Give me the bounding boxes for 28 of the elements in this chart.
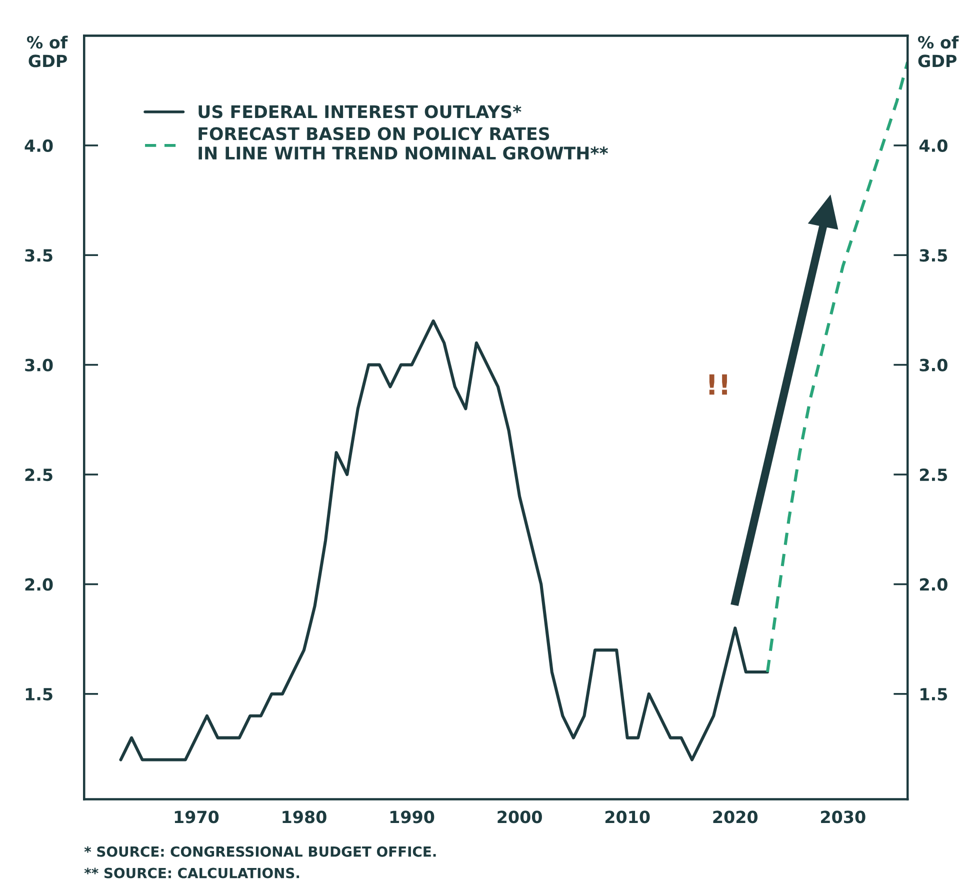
x-tick-label: 1990: [390, 810, 434, 824]
x-tick-label: 2010: [605, 810, 650, 824]
y2-tick-label: 3.5: [920, 249, 948, 262]
y-tick-label: 2.0: [25, 578, 53, 591]
y-tick-label: 3.5: [25, 249, 52, 262]
text: ** SOURCE: CALCULATIONS.: [84, 868, 300, 878]
y-tick-label: 2.5: [25, 468, 52, 482]
text: * SOURCE: CONGRESSIONAL BUDGET OFFICE.: [84, 846, 436, 857]
legend-label: US FEDERAL INTEREST OUTLAYS*: [198, 105, 522, 118]
x-tick-label: 2020: [713, 810, 758, 824]
x-tick-label: 2000: [498, 810, 542, 824]
y2-tick-label: 4.0: [919, 139, 948, 152]
y2-tick-label: 2.0: [920, 578, 948, 591]
y2-tick-label: 2.5: [920, 468, 948, 482]
y-tick-label: 1.5: [26, 688, 52, 700]
y-tick-label: 4.0: [24, 139, 53, 152]
x-tick-label: 1980: [282, 810, 326, 824]
x-tick-label: 2030: [821, 810, 866, 824]
y2-axis-title: % of GDP: [918, 36, 959, 68]
annotation: !!: [709, 374, 727, 395]
y2-tick-label: 1.5: [920, 688, 948, 700]
line-series: [119, 319, 769, 762]
y-tick-label: 3.0: [25, 358, 53, 372]
line-series: [766, 60, 908, 674]
legend-label: FORECAST BASED ON POLICY RATES IN LINE WITH TREND NOMINAL GROWTH**: [198, 127, 608, 160]
x-tick-label: 1970: [174, 810, 219, 824]
y2-tick-label: 3.0: [920, 358, 948, 372]
y-axis-title: % of GDP: [26, 36, 68, 68]
